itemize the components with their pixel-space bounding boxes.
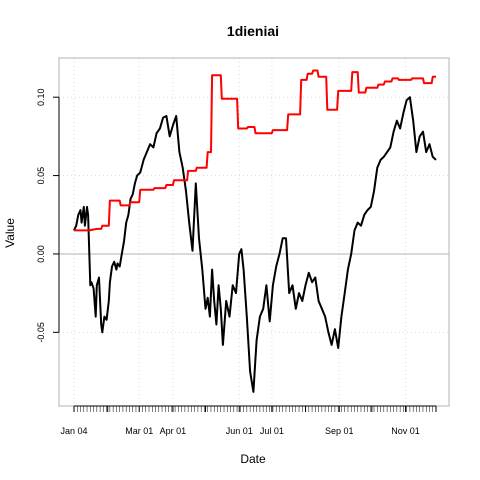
x-tick-label: Apr 01 bbox=[160, 426, 187, 436]
x-tick-label: Nov 01 bbox=[391, 426, 420, 436]
y-tick-label: 0.00 bbox=[36, 245, 46, 263]
x-axis: Jan 04 Mar 01 Apr 01 Jun 01 Jul 01 Sep 01 Nov … bbox=[60, 405, 437, 436]
y-tick-label: -0.05 bbox=[36, 322, 46, 343]
series-layer bbox=[73, 69, 437, 393]
x-tick-label: Jun 01 bbox=[226, 426, 253, 436]
series-line-black bbox=[73, 96, 437, 393]
x-tick-label: Jan 04 bbox=[60, 426, 87, 436]
x-axis-label: Date bbox=[240, 452, 266, 466]
series-line-red bbox=[74, 69, 436, 232]
y-axis: -0.05 0.00 0.05 0.10 bbox=[36, 88, 60, 343]
y-tick-label: 0.05 bbox=[36, 167, 46, 185]
x-tick-label: Mar 01 bbox=[125, 426, 153, 436]
y-tick-label: 0.10 bbox=[36, 88, 46, 106]
chart-title: 1dieniai bbox=[227, 23, 279, 39]
y-axis-label: Value bbox=[3, 218, 17, 248]
x-tick-label: Sep 01 bbox=[325, 426, 354, 436]
x-tick-label: Jul 01 bbox=[260, 426, 284, 436]
